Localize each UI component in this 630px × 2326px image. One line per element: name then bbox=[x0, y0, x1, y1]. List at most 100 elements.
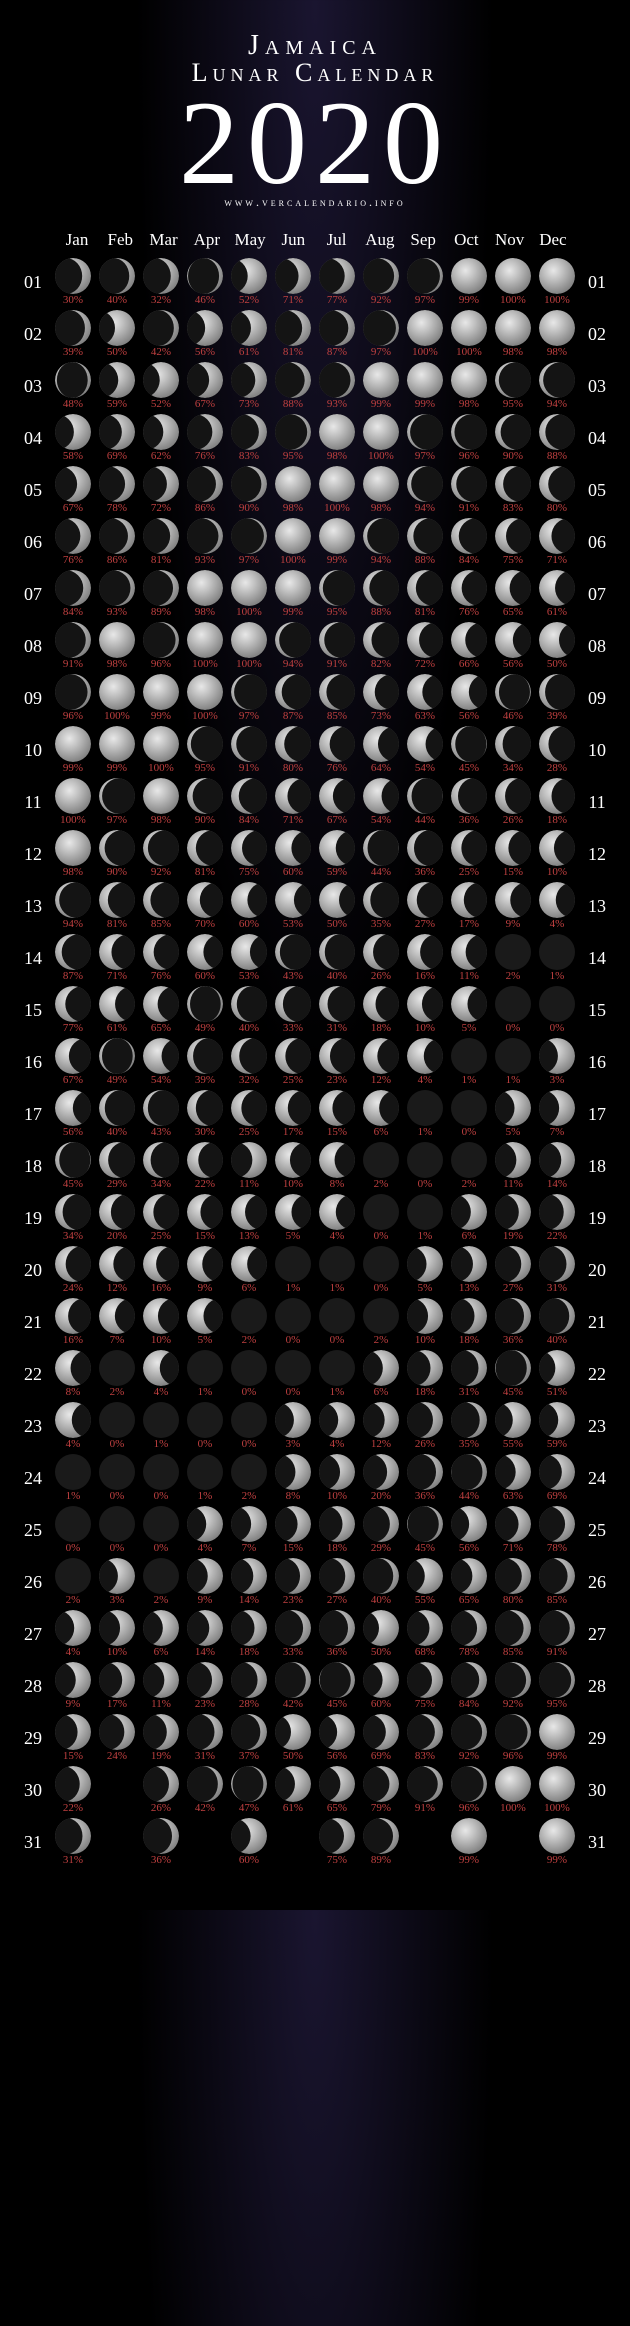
moon-icon bbox=[363, 986, 399, 1022]
moon-cell: 56% bbox=[186, 310, 224, 358]
illumination-percentage: 92% bbox=[494, 1699, 532, 1710]
moon-icon bbox=[231, 1610, 267, 1646]
day-cells: 84%93%89%98%100%99%95%88%81%76%65%61% bbox=[48, 570, 582, 618]
moon-cell: 59% bbox=[98, 362, 136, 410]
moon-icon bbox=[495, 1090, 531, 1126]
moon-icon bbox=[99, 934, 135, 970]
moon-icon bbox=[407, 1350, 443, 1386]
moon-cell: 17% bbox=[274, 1090, 312, 1138]
moon-icon bbox=[55, 1818, 91, 1854]
illumination-percentage: 40% bbox=[362, 1595, 400, 1606]
moon-icon bbox=[363, 1194, 399, 1230]
moon-icon bbox=[231, 1246, 267, 1282]
moon-icon bbox=[539, 258, 575, 294]
day-cells: 15%24%19%31%37%50%56%69%83%92%96%99% bbox=[48, 1714, 582, 1762]
moon-icon bbox=[319, 1610, 355, 1646]
moon-cell: 56% bbox=[450, 1506, 488, 1554]
illumination-percentage: 53% bbox=[274, 919, 312, 930]
moon-icon bbox=[143, 466, 179, 502]
moon-cell: 76% bbox=[54, 518, 92, 566]
moon-cell: 100% bbox=[142, 726, 180, 774]
moon-icon bbox=[495, 518, 531, 554]
moon-cell: 1% bbox=[494, 1038, 532, 1086]
moon-icon bbox=[231, 1194, 267, 1230]
moon-cell: 0% bbox=[274, 1350, 312, 1398]
moon-icon bbox=[55, 1662, 91, 1698]
moon-icon bbox=[407, 674, 443, 710]
moon-cell: 95% bbox=[274, 414, 312, 462]
day-cells: 34%20%25%15%13%5%4%0%1%6%19%22% bbox=[48, 1194, 582, 1242]
illumination-percentage: 8% bbox=[274, 1491, 312, 1502]
moon-cell: 100% bbox=[318, 466, 356, 514]
moon-icon bbox=[55, 518, 91, 554]
illumination-percentage: 84% bbox=[54, 607, 92, 618]
moon-icon bbox=[451, 1714, 487, 1750]
moon-icon bbox=[231, 830, 267, 866]
illumination-percentage: 50% bbox=[362, 1647, 400, 1658]
moon-cell: 97% bbox=[98, 778, 136, 826]
illumination-percentage: 1% bbox=[538, 971, 576, 982]
month-label: Nov bbox=[491, 230, 529, 250]
moon-icon bbox=[187, 362, 223, 398]
moon-icon bbox=[231, 258, 267, 294]
moon-icon bbox=[319, 310, 355, 346]
illumination-percentage: 2% bbox=[230, 1491, 268, 1502]
moon-cell: 22% bbox=[54, 1766, 92, 1814]
moon-icon bbox=[55, 1142, 91, 1178]
moon-cell: 0% bbox=[406, 1142, 444, 1190]
moon-cell: 56% bbox=[450, 674, 488, 722]
illumination-percentage: 100% bbox=[318, 503, 356, 514]
moon-icon bbox=[143, 1506, 179, 1542]
moon-cell: 98% bbox=[318, 414, 356, 462]
moon-cell: 0% bbox=[362, 1246, 400, 1294]
moon-icon bbox=[495, 414, 531, 450]
day-number-right: 18 bbox=[582, 1156, 612, 1177]
illumination-percentage: 24% bbox=[98, 1751, 136, 1762]
moon-icon bbox=[231, 1766, 267, 1802]
moon-icon bbox=[451, 414, 487, 450]
moon-cell: 0% bbox=[142, 1454, 180, 1502]
illumination-percentage: 8% bbox=[318, 1179, 356, 1190]
moon-cell: 94% bbox=[274, 622, 312, 670]
moon-icon bbox=[319, 1558, 355, 1594]
moon-icon bbox=[319, 1506, 355, 1542]
illumination-percentage: 26% bbox=[406, 1439, 444, 1450]
moon-cell: 60% bbox=[230, 882, 268, 930]
moon-cell: 4% bbox=[54, 1402, 92, 1450]
moon-icon bbox=[275, 1766, 311, 1802]
moon-cell: 84% bbox=[230, 778, 268, 826]
illumination-percentage: 80% bbox=[274, 763, 312, 774]
day-number-left: 17 bbox=[18, 1104, 48, 1125]
illumination-percentage: 13% bbox=[450, 1283, 488, 1294]
illumination-percentage: 40% bbox=[230, 1023, 268, 1034]
moon-icon bbox=[143, 570, 179, 606]
moon-icon bbox=[407, 726, 443, 762]
illumination-percentage: 25% bbox=[142, 1231, 180, 1242]
illumination-percentage: 95% bbox=[274, 451, 312, 462]
moon-icon bbox=[495, 1402, 531, 1438]
moon-cell: 10% bbox=[538, 830, 576, 878]
illumination-percentage: 100% bbox=[494, 295, 532, 306]
moon-cell: 1% bbox=[186, 1454, 224, 1502]
moon-cell: 100% bbox=[406, 310, 444, 358]
moon-cell: 59% bbox=[318, 830, 356, 878]
moon-icon bbox=[187, 1038, 223, 1074]
day-cells: 39%50%42%56%61%81%87%97%100%100%98%98% bbox=[48, 310, 582, 358]
moon-icon bbox=[495, 726, 531, 762]
day-number-right: 15 bbox=[582, 1000, 612, 1021]
moon-icon bbox=[99, 1714, 135, 1750]
month-label: Apr bbox=[188, 230, 226, 250]
moon-cell: 40% bbox=[362, 1558, 400, 1606]
illumination-percentage: 11% bbox=[230, 1179, 268, 1190]
illumination-percentage: 27% bbox=[406, 919, 444, 930]
moon-cell: 9% bbox=[54, 1662, 92, 1710]
moon-icon bbox=[407, 1558, 443, 1594]
moon-icon bbox=[407, 986, 443, 1022]
moon-cell: 14% bbox=[538, 1142, 576, 1190]
illumination-percentage: 42% bbox=[142, 347, 180, 358]
moon-icon bbox=[99, 310, 135, 346]
moon-cell: 69% bbox=[538, 1454, 576, 1502]
illumination-percentage: 28% bbox=[230, 1699, 268, 1710]
illumination-percentage: 94% bbox=[274, 659, 312, 670]
moon-cell: 65% bbox=[494, 570, 532, 618]
